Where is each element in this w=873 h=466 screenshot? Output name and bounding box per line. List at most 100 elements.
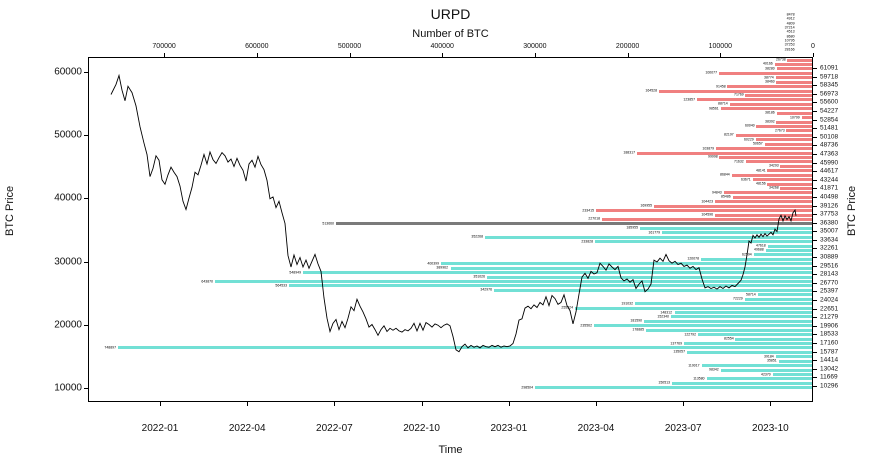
urpd-bar: 137769: [671, 342, 812, 345]
right-tick-mark: [813, 171, 817, 173]
urpd-bar: 39184: [764, 355, 812, 359]
urpd-bar: 71632: [734, 160, 812, 164]
bar-value-label: 88714: [718, 102, 728, 107]
urpd-bar: 298504: [522, 386, 812, 390]
bar-value-label: 63671: [741, 177, 751, 182]
left-tick-label: 10000: [54, 382, 82, 394]
urpd-bar: 164528: [646, 89, 812, 93]
right-tick-label: 14414: [820, 356, 839, 364]
right-tick-mark: [813, 231, 817, 233]
urpd-bar: 58714: [746, 293, 812, 297]
urpd-bar: 86844: [720, 173, 812, 177]
bottom-axis-title: Time: [438, 444, 463, 456]
bar-value-label: 35851: [767, 359, 777, 363]
right-tick-label: 10296: [820, 382, 839, 390]
urpd-bar: 63671: [741, 178, 812, 181]
urpd-bar: 85486: [721, 196, 812, 199]
top-tick-mark: [534, 53, 536, 57]
right-tick-mark: [813, 214, 817, 216]
urpd-bar: 98342: [709, 368, 812, 372]
bar-value-label: 235562: [580, 324, 592, 328]
right-tick-mark: [813, 257, 817, 259]
right-tick-mark: [813, 119, 817, 121]
right-tick-label: 22651: [820, 304, 839, 312]
top-tick-label: 100000: [708, 43, 732, 50]
bar-value-label: 38460: [764, 80, 775, 84]
urpd-bar: 38186: [765, 111, 812, 115]
bottom-tick-label: 2023-01: [490, 423, 528, 434]
urpd-bar: 99998: [708, 156, 812, 159]
bottom-tick-label: 2022-07: [316, 423, 353, 434]
urpd-bar: 35851: [767, 359, 812, 363]
urpd-bar: 60229: [744, 138, 812, 141]
left-tick-mark: [84, 261, 88, 263]
urpd-bar: 82554: [724, 337, 812, 341]
left-axis-title: BTC Price: [4, 185, 16, 236]
right-tick-label: 32261: [820, 244, 839, 252]
urpd-bar: 38774: [764, 76, 812, 79]
urpd-bar: 34268: [769, 187, 812, 190]
right-tick-mark: [813, 385, 817, 387]
bar-value-label: 40166: [763, 62, 773, 67]
top-tick-label: 500000: [337, 43, 362, 50]
chart-title: URPD: [430, 6, 471, 22]
right-tick-mark: [813, 162, 817, 164]
top-tick-label: 200000: [615, 43, 640, 50]
right-tick-label: 56973: [820, 90, 839, 98]
top-tick-label: 0: [811, 43, 815, 50]
right-tick-mark: [813, 291, 817, 293]
bottom-tick-label: 2022-10: [403, 423, 440, 434]
urpd-bar: 40166: [763, 63, 812, 66]
bar-value-label: 748897: [104, 346, 116, 350]
urpd-bar: 227018: [588, 218, 812, 221]
bar-value-label: 49688: [754, 248, 764, 253]
bar-value-label: 191032: [621, 301, 633, 306]
urpd-bar: 233415: [582, 209, 812, 212]
right-tick-label: 30889: [820, 253, 839, 261]
urpd-bar: 188317: [624, 151, 812, 155]
bar-value-label: 113580: [693, 377, 705, 381]
bar-value-label: 150513: [658, 381, 671, 386]
bar-value-label: 255324: [561, 306, 574, 310]
bar-value-label: 34293: [768, 164, 779, 169]
right-tick-mark: [813, 239, 817, 241]
top-axis-label: Number of BTC: [412, 28, 489, 40]
urpd-bar: 38392: [765, 120, 812, 124]
urpd-bar: 389962: [437, 266, 812, 270]
urpd-bar: 120078: [687, 258, 812, 261]
right-tick-label: 35007: [820, 227, 839, 235]
right-tick-mark: [813, 274, 817, 276]
right-tick-label: 48736: [820, 141, 839, 149]
urpd-bar: 48156: [756, 182, 812, 186]
right-tick-label: 43244: [820, 176, 839, 184]
urpd-bar: 72229: [733, 297, 812, 301]
plot-area: 26738 40166 38280 100077 38774 38460 91458 1645…: [88, 57, 813, 402]
bar-value-label: 98561: [708, 106, 719, 111]
bar-value-label: 27673: [774, 129, 785, 133]
btc-price-line: [110, 73, 797, 353]
bottom-tick-mark: [334, 402, 336, 406]
urpd-bar: 113580: [693, 377, 812, 381]
urpd-bar: 38460: [765, 80, 812, 84]
bar-value-label: 135057: [673, 350, 685, 355]
bar-value-label: 169955: [640, 204, 653, 208]
urpd-bar: 47618: [756, 244, 812, 248]
right-tick-mark: [813, 188, 817, 190]
current-price-bar: 513660: [322, 222, 812, 226]
right-tick-mark: [813, 153, 817, 155]
urpd-bar: 10799: [790, 116, 812, 119]
right-tick-mark: [813, 351, 817, 353]
bar-value-label: 123857: [683, 98, 696, 102]
bar-value-label: 564533: [275, 284, 287, 288]
right-tick-mark: [813, 102, 817, 104]
urpd-bar: 135057: [673, 351, 812, 354]
bar-value-label: 85486: [721, 195, 731, 200]
bar-value-label: 148312: [660, 310, 673, 315]
urpd-bar: 104423: [702, 200, 812, 203]
left-tick-label: 40000: [54, 192, 82, 204]
bar-value-label: 82197: [724, 133, 734, 138]
urpd-bar: 233828: [582, 240, 812, 243]
bar-value-label: 38280: [764, 67, 775, 71]
bottom-tick-label: 2023-10: [752, 423, 789, 434]
top-tick-mark: [627, 53, 629, 57]
